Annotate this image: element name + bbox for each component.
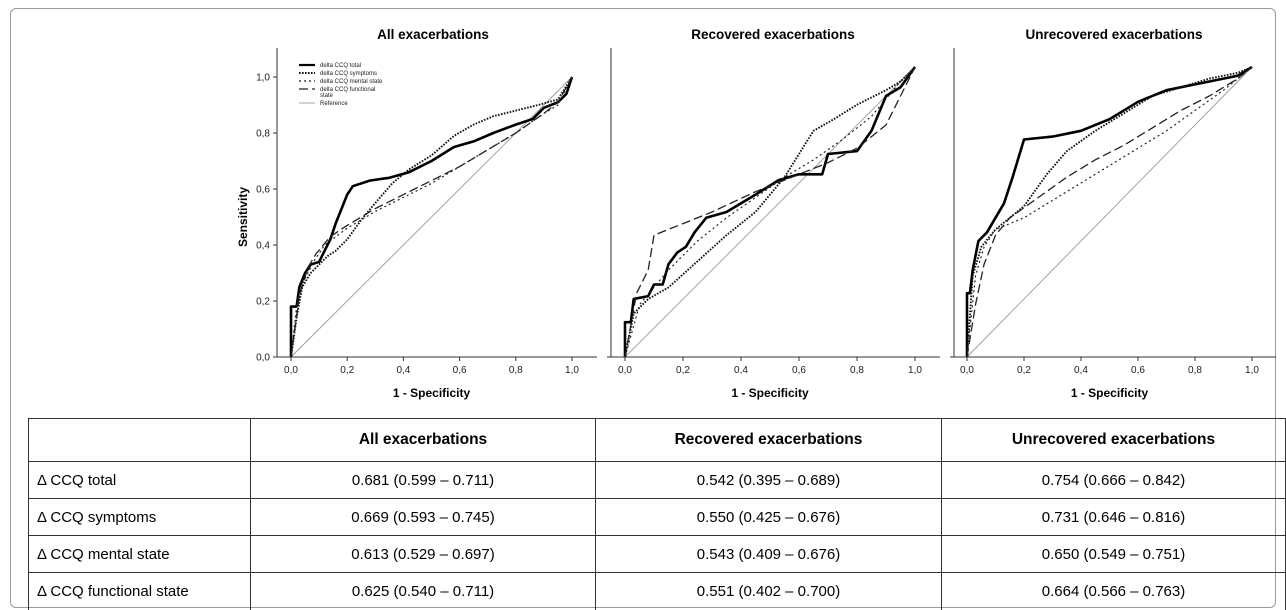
legend-label: delta CCQ mental state <box>320 79 383 85</box>
table-row: Δ CCQ mental state 0.613 (0.529 – 0.697)… <box>28 535 1286 573</box>
chart-title: Unrecovered exacerbations <box>1025 27 1202 42</box>
row-label: Δ CCQ mental state <box>28 535 251 573</box>
x-tick-label: 0,0 <box>618 365 632 376</box>
roc-panel-1: All exacerbations 0,0 0,2 0,4 0,6 0,8 1,0 0,0 0,… <box>236 27 597 400</box>
x-axis-label: 1 - Specificity <box>393 386 471 400</box>
series-line-dotted-thick <box>624 66 916 358</box>
x-tick-label: 0,2 <box>676 365 690 376</box>
series-line-dotted-thick <box>966 66 1253 358</box>
legend-label: Reference <box>320 101 348 107</box>
x-tick-label: 0,2 <box>1017 365 1031 376</box>
cell-all: 0.669 (0.593 – 0.745) <box>250 498 596 536</box>
x-axis-label: 1 - Specificity <box>731 386 809 400</box>
x-tick-label: 0,6 <box>453 365 467 376</box>
y-tick-label: 0,4 <box>256 241 270 252</box>
series-line-dotted <box>624 66 916 358</box>
cell-all: 0.625 (0.540 – 0.711) <box>250 572 596 610</box>
series-line-reference <box>624 66 916 358</box>
chart-title: Recovered exacerbations <box>691 27 855 42</box>
series-line-solid-thick <box>965 65 1253 357</box>
y-tick-label: 0,6 <box>256 185 270 196</box>
legend-label: delta CCQ total <box>320 63 361 69</box>
series-line-dotted-thick <box>290 76 573 358</box>
chart-legend: delta CCQ total delta CCQ symptoms delta C… <box>299 63 383 107</box>
series-line-reference <box>290 76 573 358</box>
roc-charts: All exacerbations 0,0 0,2 0,4 0,6 0,8 1,0 0,0 0,… <box>236 27 1276 400</box>
table-header-row: All exacerbations Recovered exacerbation… <box>28 418 1286 462</box>
row-label: Δ CCQ total <box>28 461 251 499</box>
x-tick-label: 1,0 <box>565 365 579 376</box>
y-tick-label: 0,2 <box>256 297 270 308</box>
x-tick-label: 0,6 <box>1131 365 1145 376</box>
series-line-dotted <box>966 66 1253 358</box>
series-line-dashed <box>290 76 573 358</box>
cell-unrecovered: 0.731 (0.646 – 0.816) <box>941 498 1286 536</box>
cell-recovered: 0.550 (0.425 – 0.676) <box>595 498 942 536</box>
row-label: Δ CCQ functional state <box>28 572 251 610</box>
cell-recovered: 0.542 (0.395 – 0.689) <box>595 461 942 499</box>
x-tick-label: 0,8 <box>850 365 864 376</box>
header-unrecovered: Unrecovered exacerbations <box>941 418 1286 462</box>
cell-unrecovered: 0.650 (0.549 – 0.751) <box>941 535 1286 573</box>
roc-panel-2: Recovered exacerbations 0,0 0,2 0,4 0,6 0,8 1,… <box>607 27 940 400</box>
x-tick-label: 0,8 <box>509 365 523 376</box>
y-tick-label: 1,0 <box>256 73 270 84</box>
header-all: All exacerbations <box>250 418 596 462</box>
cell-all: 0.613 (0.529 – 0.697) <box>250 535 596 573</box>
series-line-reference <box>966 66 1253 358</box>
series-line-dashed <box>966 66 1253 358</box>
x-tick-label: 0,4 <box>734 365 748 376</box>
legend-label: delta CCQ symptoms <box>320 71 377 77</box>
roc-panel-3: Unrecovered exacerbations 0,0 0,2 0,4 0,6 0,8… <box>950 27 1276 400</box>
y-tick-label: 0,0 <box>256 353 270 364</box>
cell-unrecovered: 0.664 (0.566 – 0.763) <box>941 572 1286 610</box>
x-tick-label: 0,4 <box>1074 365 1088 376</box>
cell-recovered: 0.543 (0.409 – 0.676) <box>595 535 942 573</box>
row-label: Δ CCQ symptoms <box>28 498 251 536</box>
header-recovered: Recovered exacerbations <box>595 418 942 462</box>
x-axis-label: 1 - Specificity <box>1071 386 1149 400</box>
x-tick-label: 0,6 <box>792 365 806 376</box>
x-tick-label: 0,0 <box>284 365 298 376</box>
cell-recovered: 0.551 (0.402 – 0.700) <box>595 572 942 610</box>
cell-all: 0.681 (0.599 – 0.711) <box>250 461 596 499</box>
table-row: Δ CCQ total 0.681 (0.599 – 0.711) 0.542 … <box>28 461 1286 499</box>
x-tick-label: 1,0 <box>1245 365 1259 376</box>
auc-table: All exacerbations Recovered exacerbation… <box>28 418 1286 610</box>
x-tick-label: 0,2 <box>340 365 354 376</box>
y-axis-label: Sensitivity <box>236 187 250 247</box>
x-tick-label: 0,0 <box>960 365 974 376</box>
x-tick-label: 0,4 <box>396 365 410 376</box>
series-line-dotted <box>290 76 573 358</box>
series-line-dashed <box>624 66 916 358</box>
cell-unrecovered: 0.754 (0.666 – 0.842) <box>941 461 1286 499</box>
y-tick-label: 0,8 <box>256 129 270 140</box>
table-row: Δ CCQ symptoms 0.669 (0.593 – 0.745) 0.5… <box>28 498 1286 536</box>
legend-label: delta CCQ functional state <box>320 87 375 99</box>
table-row: Δ CCQ functional state 0.625 (0.540 – 0.… <box>28 572 1286 610</box>
x-tick-label: 0,8 <box>1188 365 1202 376</box>
header-empty <box>28 418 251 462</box>
x-tick-label: 1,0 <box>908 365 922 376</box>
chart-title: All exacerbations <box>377 27 489 42</box>
